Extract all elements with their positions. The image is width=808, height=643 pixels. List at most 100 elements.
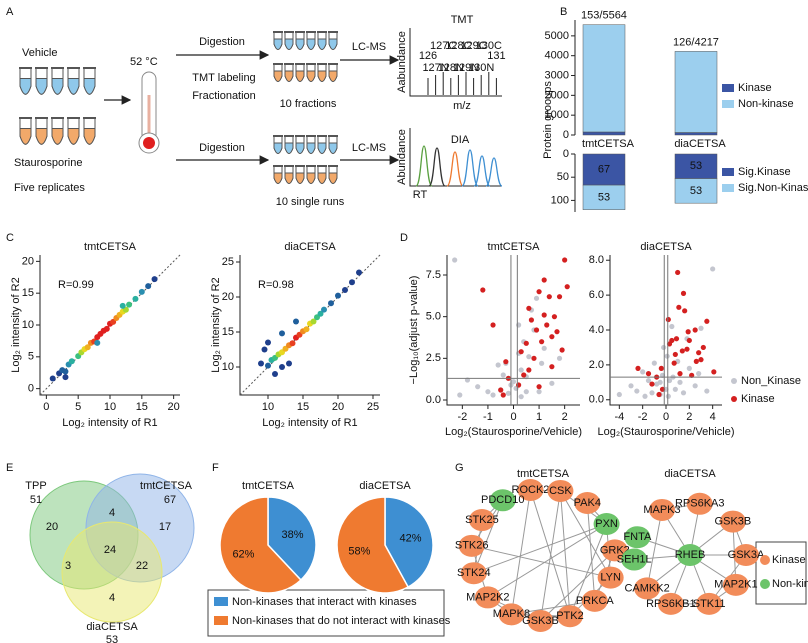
point [711, 369, 717, 375]
x-tick-label: 25 [367, 401, 379, 413]
venn-set-count: 67 [164, 494, 176, 506]
bar-segment [674, 132, 718, 136]
point [692, 383, 698, 389]
point [541, 345, 547, 351]
y-tick-label: 2.5 [426, 352, 441, 364]
chart-title: diaCETSA [359, 480, 411, 492]
legend-label: Non-kinases that interact with kinases [232, 596, 417, 608]
point [665, 393, 671, 399]
x-axis-label: Log₂ intensity of R1 [62, 417, 157, 429]
ms-label: LC-MS [352, 41, 386, 53]
y-tick-label: 10 [22, 319, 34, 331]
point [700, 344, 706, 351]
sample-label: Five replicates [14, 182, 85, 194]
point [710, 266, 716, 272]
step-label: Fractionation [192, 90, 256, 102]
network-node [517, 479, 544, 502]
tube-liquid [19, 128, 32, 145]
point [651, 360, 657, 366]
run-label: 10 fractions [280, 98, 337, 110]
venn-region-count: 4 [109, 507, 115, 519]
point [634, 388, 640, 394]
point [349, 279, 355, 286]
network-node [593, 513, 620, 536]
bar-segment [674, 51, 718, 133]
node-label: PRKCA [576, 595, 615, 607]
channel-label: 131 [487, 50, 505, 62]
step-label: Digestion [199, 36, 245, 48]
point [671, 360, 677, 366]
tube-liquid [317, 172, 327, 184]
x-tick-label: 1 [536, 411, 542, 423]
point [698, 325, 704, 331]
node-label: MAPK3 [643, 504, 680, 516]
point [536, 289, 542, 295]
y-tick-label: 50 [557, 171, 569, 183]
run-label: 10 single runs [276, 196, 345, 208]
y-tick-label: 7.5 [426, 269, 441, 281]
chart-title: tmtCETSA [488, 241, 541, 253]
node-label: GRK2 [600, 544, 630, 556]
x-tick-label: 10 [262, 401, 274, 413]
venn-region-count: 3 [65, 560, 71, 572]
tube-liquid [273, 142, 283, 154]
pie-value-label: 38% [282, 529, 304, 541]
legend-label: Kinase [738, 82, 772, 94]
node-label: PAK4 [574, 497, 601, 509]
point [628, 383, 634, 389]
y-axis-label: Log₂ intensity of R2 [210, 277, 222, 372]
x-tick-label: diaCETSA [674, 138, 726, 150]
network-node [624, 526, 651, 549]
channel-label: 129N [453, 62, 479, 74]
x-axis-label: Log₂ intensity of R1 [262, 417, 357, 429]
x-tick-label: 0 [43, 401, 49, 413]
point [490, 392, 496, 398]
point [686, 337, 692, 344]
point [321, 306, 327, 313]
panel-label: E [6, 462, 13, 474]
point [480, 287, 486, 293]
point [68, 358, 75, 365]
x-tick-label: 15 [136, 401, 148, 413]
node-label: STK24 [457, 567, 491, 579]
network-node [649, 498, 675, 521]
y-axis-label: −Log₁₀(adjust p-value) [408, 276, 420, 385]
tube-liquid [317, 70, 327, 82]
point [645, 377, 652, 384]
sample-label: Staurosporine [14, 157, 83, 169]
tube-liquid [35, 128, 48, 145]
point [510, 379, 517, 385]
channel-label: 128C [445, 40, 471, 52]
y-axis-label: Protein grooups [542, 81, 554, 159]
point [62, 368, 69, 375]
node-label: GSK3A [728, 549, 765, 561]
point [679, 348, 685, 354]
spectrum-xlabel: m/z [453, 100, 471, 112]
node-label: RPS6KA3 [675, 498, 725, 510]
point [356, 269, 362, 276]
point [664, 353, 670, 359]
point [518, 394, 524, 400]
point [686, 365, 692, 371]
bar-value-label: 53 [690, 160, 702, 172]
step-label: TMT labeling [192, 72, 255, 84]
point [704, 318, 710, 324]
legend-marker [731, 396, 737, 402]
sample-label: Vehicle [22, 47, 57, 59]
point [526, 354, 532, 360]
panel-label: B [560, 6, 567, 18]
point [126, 301, 133, 308]
tube-liquid [273, 172, 283, 184]
point [531, 355, 537, 361]
bar-value-label: 53 [598, 191, 610, 203]
node-label: ROCK2 [512, 484, 550, 496]
spectrum-ylabel: Abundance [396, 129, 408, 185]
point [554, 329, 560, 335]
network-edge [473, 500, 504, 574]
tube-liquid [67, 128, 80, 145]
x-tick-label: -2 [638, 411, 648, 423]
node-label: MAP2K1 [714, 579, 757, 591]
tube-liquid [328, 142, 338, 154]
venn-region-count: 22 [136, 560, 148, 572]
panel-label: F [212, 462, 219, 474]
